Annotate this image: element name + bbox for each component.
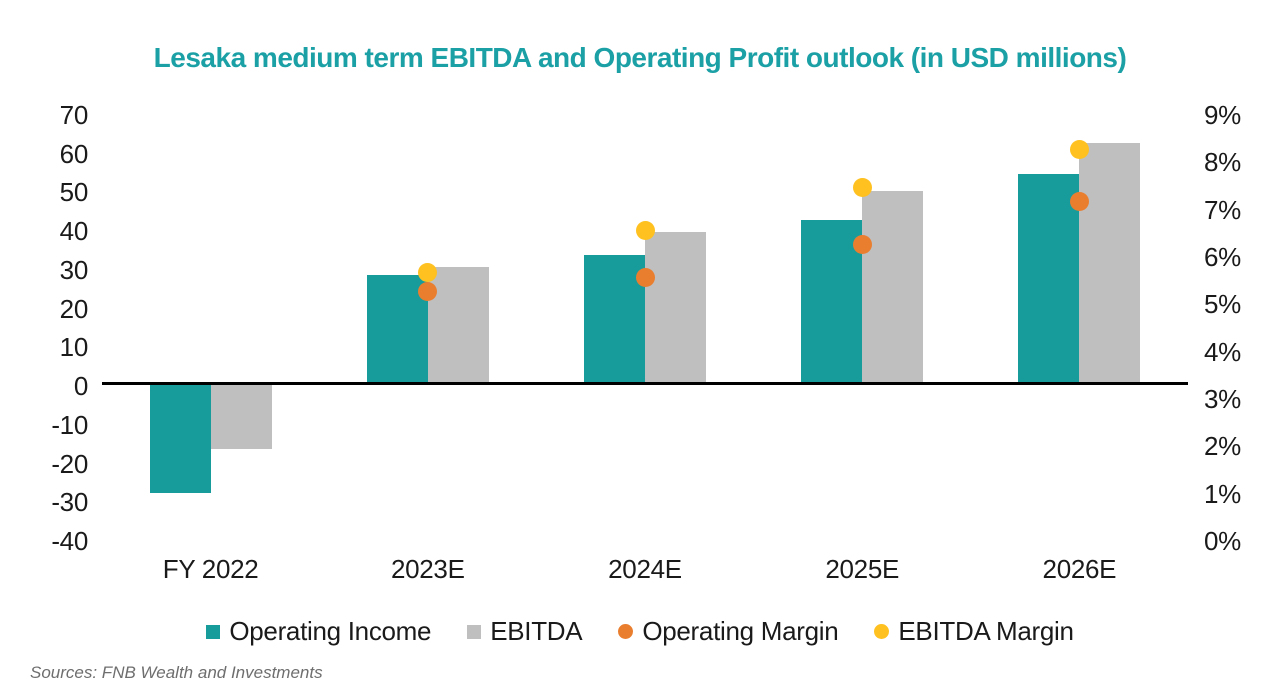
bar-operating-income-fy-2022 [149, 383, 211, 494]
y-axis-left-tick-label: -10 [51, 409, 88, 440]
bar-ebitda-2026e [1079, 142, 1141, 384]
y-axis-left-tick-label: 30 [59, 254, 89, 285]
y-axis-right-tick-label: 0% [1204, 526, 1241, 556]
y-axis-left-tick-label: 40 [59, 216, 89, 247]
chart-title: Lesaka medium term EBITDA and Operating … [153, 42, 1127, 73]
legend-label: EBITDA [490, 616, 583, 646]
y-axis-left-tick-label: 20 [59, 293, 89, 324]
bar-operating-income-2025e [801, 220, 863, 384]
x-axis-category-label: 2024E [608, 554, 682, 584]
bar-ebitda-2023e [427, 266, 489, 384]
legend-item-ebitda: EBITDA [467, 616, 583, 647]
legend-label: Operating Margin [642, 616, 839, 646]
y-axis-left-tick-label: 0 [73, 371, 88, 402]
legend-item-operating-margin: Operating Margin [618, 616, 839, 647]
legend-label: Operating Income [229, 616, 432, 646]
y-axis-right-tick-label: 4% [1204, 336, 1241, 367]
legend-item-operating-income: Operating Income [206, 616, 432, 647]
dot-operating-margin-2025e [852, 235, 872, 255]
y-axis-right-tick-label: 8% [1204, 147, 1241, 178]
legend-square-icon [206, 624, 221, 639]
legend-circle-icon [618, 624, 634, 639]
zero-axis-line [102, 381, 1188, 385]
y-axis-left-tick-label: -30 [51, 487, 88, 518]
y-axis-left-tick-label: 60 [59, 138, 89, 169]
y-axis-left-tick-label: 10 [59, 332, 89, 363]
dot-ebitda-margin-2023e [418, 263, 438, 283]
dot-operating-margin-2023e [418, 282, 438, 302]
y-axis-right-tick-label: 6% [1204, 242, 1241, 272]
bar-operating-income-2023e [366, 274, 428, 384]
bar-ebitda-fy-2022 [210, 383, 272, 449]
y-axis-right-tick-label: 5% [1204, 289, 1241, 320]
x-axis-category-label: 2026E [1042, 554, 1117, 584]
y-axis-right-tick-label: 2% [1204, 431, 1241, 462]
dot-ebitda-margin-2025e [852, 178, 872, 198]
x-axis-category-label: 2025E [825, 554, 900, 584]
legend-circle-icon [874, 624, 890, 639]
y-axis-left-tick-label: -40 [51, 526, 88, 556]
bar-operating-income-2026e [1018, 173, 1080, 384]
y-axis-left-tick-label: 50 [59, 177, 89, 208]
y-axis-right-tick-label: 9% [1204, 100, 1241, 130]
y-axis-left-tick-label: 70 [59, 100, 89, 130]
bar-ebitda-2024e [645, 232, 706, 384]
legend-square-icon [467, 624, 482, 639]
x-axis-category-label: 2023E [390, 554, 465, 584]
dot-ebitda-margin-2026e [1069, 140, 1089, 160]
dot-ebitda-margin-2024e [635, 220, 655, 240]
y-axis-left-tick-label: -20 [51, 448, 88, 479]
source-note: Sources: FNB Wealth and Investments [30, 663, 323, 682]
legend-item-ebitda-margin: EBITDA Margin [874, 616, 1074, 647]
bar-ebitda-2025e [862, 191, 924, 384]
dot-operating-margin-2026e [1069, 192, 1089, 212]
x-axis-category-label: FY 2022 [162, 554, 259, 584]
y-axis-right-tick-label: 1% [1204, 478, 1241, 509]
y-axis-right-tick-label: 3% [1204, 384, 1241, 414]
legend-label: EBITDA Margin [898, 616, 1074, 646]
dot-operating-margin-2024e [635, 268, 655, 288]
legend: Operating Income EBITDA Operating Margin EB… [0, 616, 1280, 647]
y-axis-right-tick-label: 7% [1204, 194, 1241, 225]
bar-operating-income-2024e [584, 255, 645, 384]
